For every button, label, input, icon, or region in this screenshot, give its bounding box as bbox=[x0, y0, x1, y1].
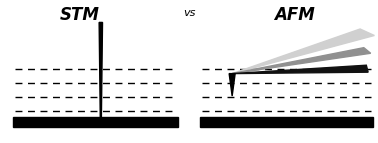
Polygon shape bbox=[232, 48, 371, 74]
Bar bbox=[12, 117, 178, 127]
Text: vs: vs bbox=[183, 8, 195, 18]
Text: STM: STM bbox=[60, 6, 100, 24]
Polygon shape bbox=[229, 74, 235, 96]
Polygon shape bbox=[99, 22, 102, 117]
Text: AFM: AFM bbox=[274, 6, 314, 24]
Polygon shape bbox=[232, 65, 368, 74]
Polygon shape bbox=[232, 29, 374, 74]
Bar bbox=[200, 117, 373, 127]
